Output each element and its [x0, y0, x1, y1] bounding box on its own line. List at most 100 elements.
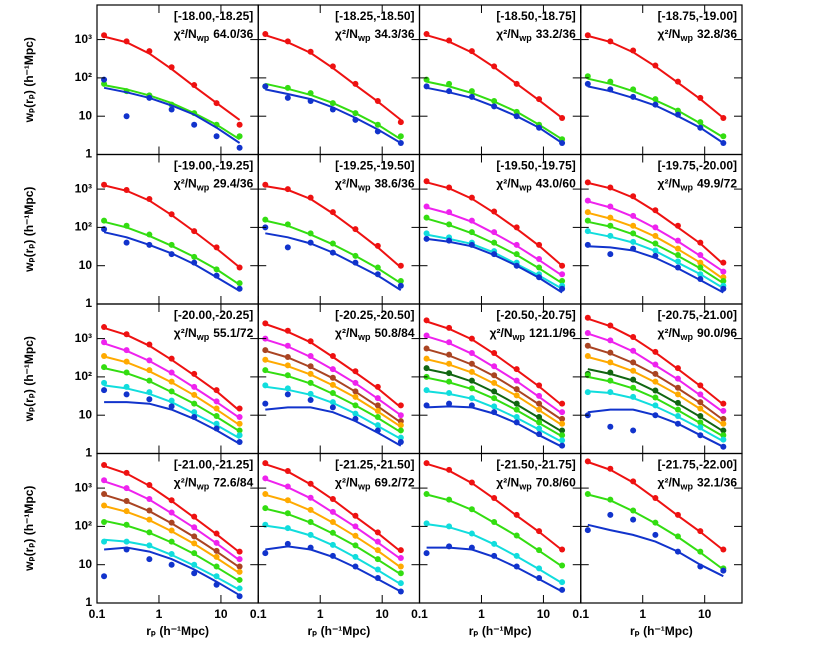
- panel-stat: χ²/Nwp 69.2/72: [335, 476, 415, 492]
- data-point: [513, 386, 520, 393]
- data-point: [101, 32, 108, 39]
- data-point: [329, 374, 336, 381]
- data-point: [191, 561, 198, 568]
- data-point: [329, 63, 336, 70]
- model-line: [426, 86, 563, 144]
- data-point: [397, 547, 404, 554]
- data-point: [262, 83, 269, 90]
- data-point: [236, 593, 243, 600]
- data-point: [397, 570, 404, 577]
- data-point: [630, 212, 637, 219]
- data-point: [513, 532, 520, 539]
- data-point: [607, 337, 614, 344]
- data-point: [307, 506, 314, 513]
- data-point: [468, 544, 475, 551]
- data-point: [630, 93, 637, 100]
- data-point: [307, 239, 314, 246]
- data-point: [101, 353, 108, 360]
- data-point: [607, 78, 614, 85]
- data-point: [284, 327, 291, 334]
- stat-sub: wp: [679, 33, 693, 43]
- data-point: [284, 510, 291, 517]
- data-point: [101, 339, 108, 346]
- data-point: [630, 245, 637, 252]
- data-point: [720, 400, 727, 407]
- data-point: [697, 264, 704, 271]
- data-point: [630, 238, 637, 245]
- data-point: [607, 232, 614, 239]
- data-point: [262, 550, 269, 557]
- data-point: [374, 264, 381, 271]
- panel-title: [-20.75,-21.00]: [658, 308, 737, 322]
- data-point: [513, 108, 520, 115]
- data-point: [674, 384, 681, 391]
- data-point: [168, 509, 175, 516]
- data-point: [123, 508, 130, 515]
- data-point: [652, 361, 659, 368]
- stat-value: 90.0/96: [697, 326, 737, 340]
- data-point: [720, 259, 727, 266]
- data-point: [559, 586, 566, 593]
- data-point: [536, 547, 543, 554]
- data-point: [168, 497, 175, 504]
- data-point: [146, 529, 153, 536]
- data-point: [423, 235, 430, 242]
- data-point: [262, 475, 269, 482]
- data-point: [146, 94, 153, 101]
- data-point: [630, 230, 637, 237]
- data-point: [423, 214, 430, 221]
- data-point: [397, 402, 404, 409]
- data-point: [559, 139, 566, 146]
- data-point: [191, 228, 198, 235]
- data-point: [374, 121, 381, 128]
- stat-value: 64.0/36: [213, 27, 253, 41]
- data-point: [374, 413, 381, 420]
- stat-value: 32.1/36: [697, 476, 737, 490]
- data-point: [284, 342, 291, 349]
- x-axis-label: rₚ (h⁻¹Mpc): [307, 624, 370, 638]
- data-point: [123, 538, 130, 545]
- data-point: [468, 385, 475, 392]
- data-point: [513, 377, 520, 384]
- data-point: [307, 97, 314, 104]
- x-tick-label: 1: [317, 607, 324, 621]
- data-point: [329, 100, 336, 107]
- data-point: [236, 420, 243, 427]
- data-point: [674, 111, 681, 118]
- data-point: [652, 348, 659, 355]
- data-point: [630, 347, 637, 354]
- data-point: [423, 550, 430, 557]
- stat-sub: wp: [196, 183, 210, 193]
- data-point: [307, 370, 314, 377]
- data-point: [236, 576, 243, 583]
- data-point: [446, 37, 453, 44]
- data-point: [446, 339, 453, 346]
- data-point: [674, 406, 681, 413]
- data-point: [513, 406, 520, 413]
- data-point: [491, 229, 498, 236]
- data-point: [720, 436, 727, 443]
- data-point: [607, 203, 614, 210]
- data-point: [559, 271, 566, 278]
- data-point: [397, 412, 404, 419]
- data-point: [352, 532, 359, 539]
- data-point: [397, 438, 404, 445]
- data-point: [307, 338, 314, 345]
- data-point: [674, 533, 681, 540]
- stat-value: 32.8/36: [697, 27, 737, 41]
- data-point: [352, 226, 359, 233]
- data-point: [213, 413, 220, 420]
- y-tick-label: 10: [79, 557, 93, 571]
- data-point: [513, 113, 520, 120]
- data-point: [123, 113, 130, 120]
- data-point: [584, 179, 591, 186]
- data-point: [468, 217, 475, 224]
- data-point: [352, 553, 359, 560]
- model-line: [587, 85, 724, 144]
- y-tick-label: 10²: [75, 70, 92, 84]
- data-point: [584, 329, 591, 336]
- data-point: [352, 259, 359, 266]
- x-axis-label: rₚ (h⁻¹Mpc): [146, 624, 209, 638]
- data-point: [423, 402, 430, 409]
- data-point: [468, 479, 475, 486]
